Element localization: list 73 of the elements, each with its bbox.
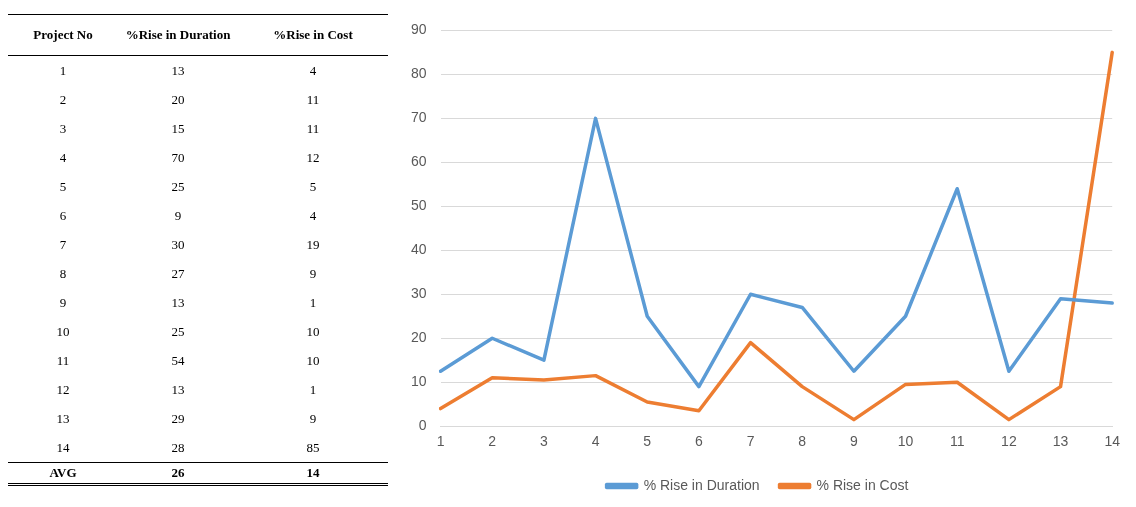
- y-tick-label: 90: [410, 21, 427, 38]
- y-tick-label: 80: [410, 65, 427, 82]
- x-tick-label: 2: [488, 433, 497, 450]
- x-tick-label: 4: [591, 433, 600, 450]
- x-tick-label: 1: [436, 433, 445, 450]
- data-label: 9: [308, 264, 318, 283]
- x-tick-label: 12: [1001, 433, 1017, 450]
- x-tick-label: 6: [695, 433, 703, 450]
- data-label: 25: [170, 177, 186, 196]
- y-tick-label: 60: [410, 153, 427, 170]
- data-label: 26: [170, 464, 186, 482]
- data-label: 9: [173, 206, 183, 225]
- x-tick-label: %Rise in Cost: [272, 26, 354, 44]
- y-tick-label: 40: [410, 241, 427, 258]
- y-tick-label: 30: [410, 285, 427, 302]
- data-label: 70: [170, 148, 186, 167]
- x-tick-label: 13: [1052, 433, 1069, 450]
- x-tick-label: 7: [746, 433, 755, 450]
- y-tick-label: 7: [58, 235, 68, 254]
- y-tick-label: 8: [58, 264, 68, 283]
- data-label: 4: [308, 61, 318, 80]
- y-axis-title: Project No: [32, 26, 94, 44]
- y-tick-label: 10: [55, 322, 71, 341]
- data-label: 14: [305, 464, 321, 482]
- data-label: 12: [305, 148, 321, 167]
- data-label: 13: [170, 380, 186, 399]
- data-label: 13: [170, 61, 186, 80]
- x-tick-label: 10: [897, 433, 914, 450]
- data-label: 11: [305, 90, 321, 109]
- data-label: 5: [308, 177, 318, 196]
- y-tick-label: 10: [410, 373, 427, 390]
- data-label: 30: [170, 235, 186, 254]
- data-label: 1: [308, 380, 318, 399]
- data-label: 4: [308, 206, 318, 225]
- data-label: 28: [170, 438, 186, 457]
- y-tick-label: 5: [58, 177, 68, 196]
- data-label: 54: [170, 351, 186, 370]
- data-label: 10: [305, 351, 321, 370]
- data-label: 13: [170, 293, 186, 312]
- x-tick-label: 5: [643, 433, 652, 450]
- y-tick-label: 70: [410, 109, 427, 126]
- x-tick-label: 11: [949, 433, 965, 450]
- legend-label: % Rise in Duration: [643, 476, 760, 493]
- y-tick-label: 2: [58, 90, 68, 109]
- data-label: 85: [305, 438, 321, 457]
- legend-label: % Rise in Cost: [816, 476, 909, 493]
- y-tick-label: 6: [58, 206, 68, 225]
- data-label: 9: [308, 409, 318, 428]
- y-tick-label: 11: [55, 351, 71, 370]
- data-label: 20: [170, 90, 186, 109]
- x-tick-label: %Rise in Duration: [124, 26, 232, 44]
- y-tick-label: 1: [58, 61, 68, 80]
- data-label: 19: [305, 235, 321, 254]
- data-label: 25: [170, 322, 186, 341]
- y-tick-label: AVG: [48, 464, 78, 482]
- y-tick-label: 0: [418, 417, 427, 434]
- y-tick-label: 9: [58, 293, 68, 312]
- x-tick-label: 9: [849, 433, 858, 450]
- data-label: 11: [305, 119, 321, 138]
- data-label: 10: [305, 322, 321, 341]
- x-tick-label: 14: [1104, 433, 1121, 450]
- y-tick-label: 13: [55, 409, 71, 428]
- data-label: 27: [170, 264, 186, 283]
- data-label: 15: [170, 119, 186, 138]
- y-tick-label: 50: [410, 197, 427, 214]
- data-label: 1: [308, 293, 318, 312]
- x-tick-label: 3: [540, 433, 548, 450]
- y-tick-label: 12: [55, 380, 71, 399]
- x-tick-label: 8: [798, 433, 807, 450]
- data-label: 29: [170, 409, 186, 428]
- y-tick-label: 20: [410, 329, 427, 346]
- y-tick-label: 4: [58, 148, 68, 167]
- y-tick-label: 3: [58, 119, 68, 138]
